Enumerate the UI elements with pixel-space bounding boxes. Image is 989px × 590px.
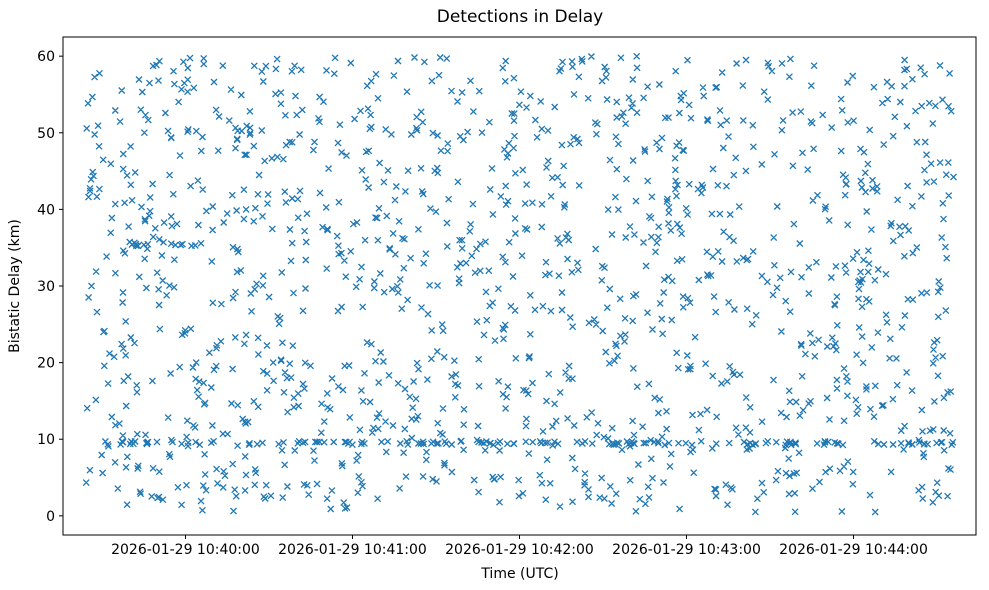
axes-frame	[62, 36, 977, 536]
y-tick-label: 40	[37, 202, 55, 218]
x-tick-label: 2026-01-29 10:44:00	[779, 542, 928, 558]
y-tick-label: 10	[37, 432, 55, 448]
y-axis-label: Bistatic Delay (km)	[7, 219, 23, 353]
x-tick-label: 2026-01-29 10:42:00	[445, 542, 594, 558]
y-tick-label: 30	[37, 279, 55, 295]
y-tick-label: 50	[37, 126, 55, 142]
x-tick-label: 2026-01-29 10:41:00	[278, 542, 427, 558]
chart-title: Detections in Delay	[436, 7, 604, 27]
x-tick-label: 2026-01-29 10:40:00	[111, 542, 260, 558]
y-tick-label: 20	[37, 356, 55, 372]
x-axis-label: Time (UTC)	[481, 566, 559, 582]
y-tick-label: 60	[37, 49, 55, 65]
scatter-points	[82, 52, 957, 516]
y-tick-label: 0	[46, 509, 55, 525]
x-tick-label: 2026-01-29 10:43:00	[612, 542, 761, 558]
